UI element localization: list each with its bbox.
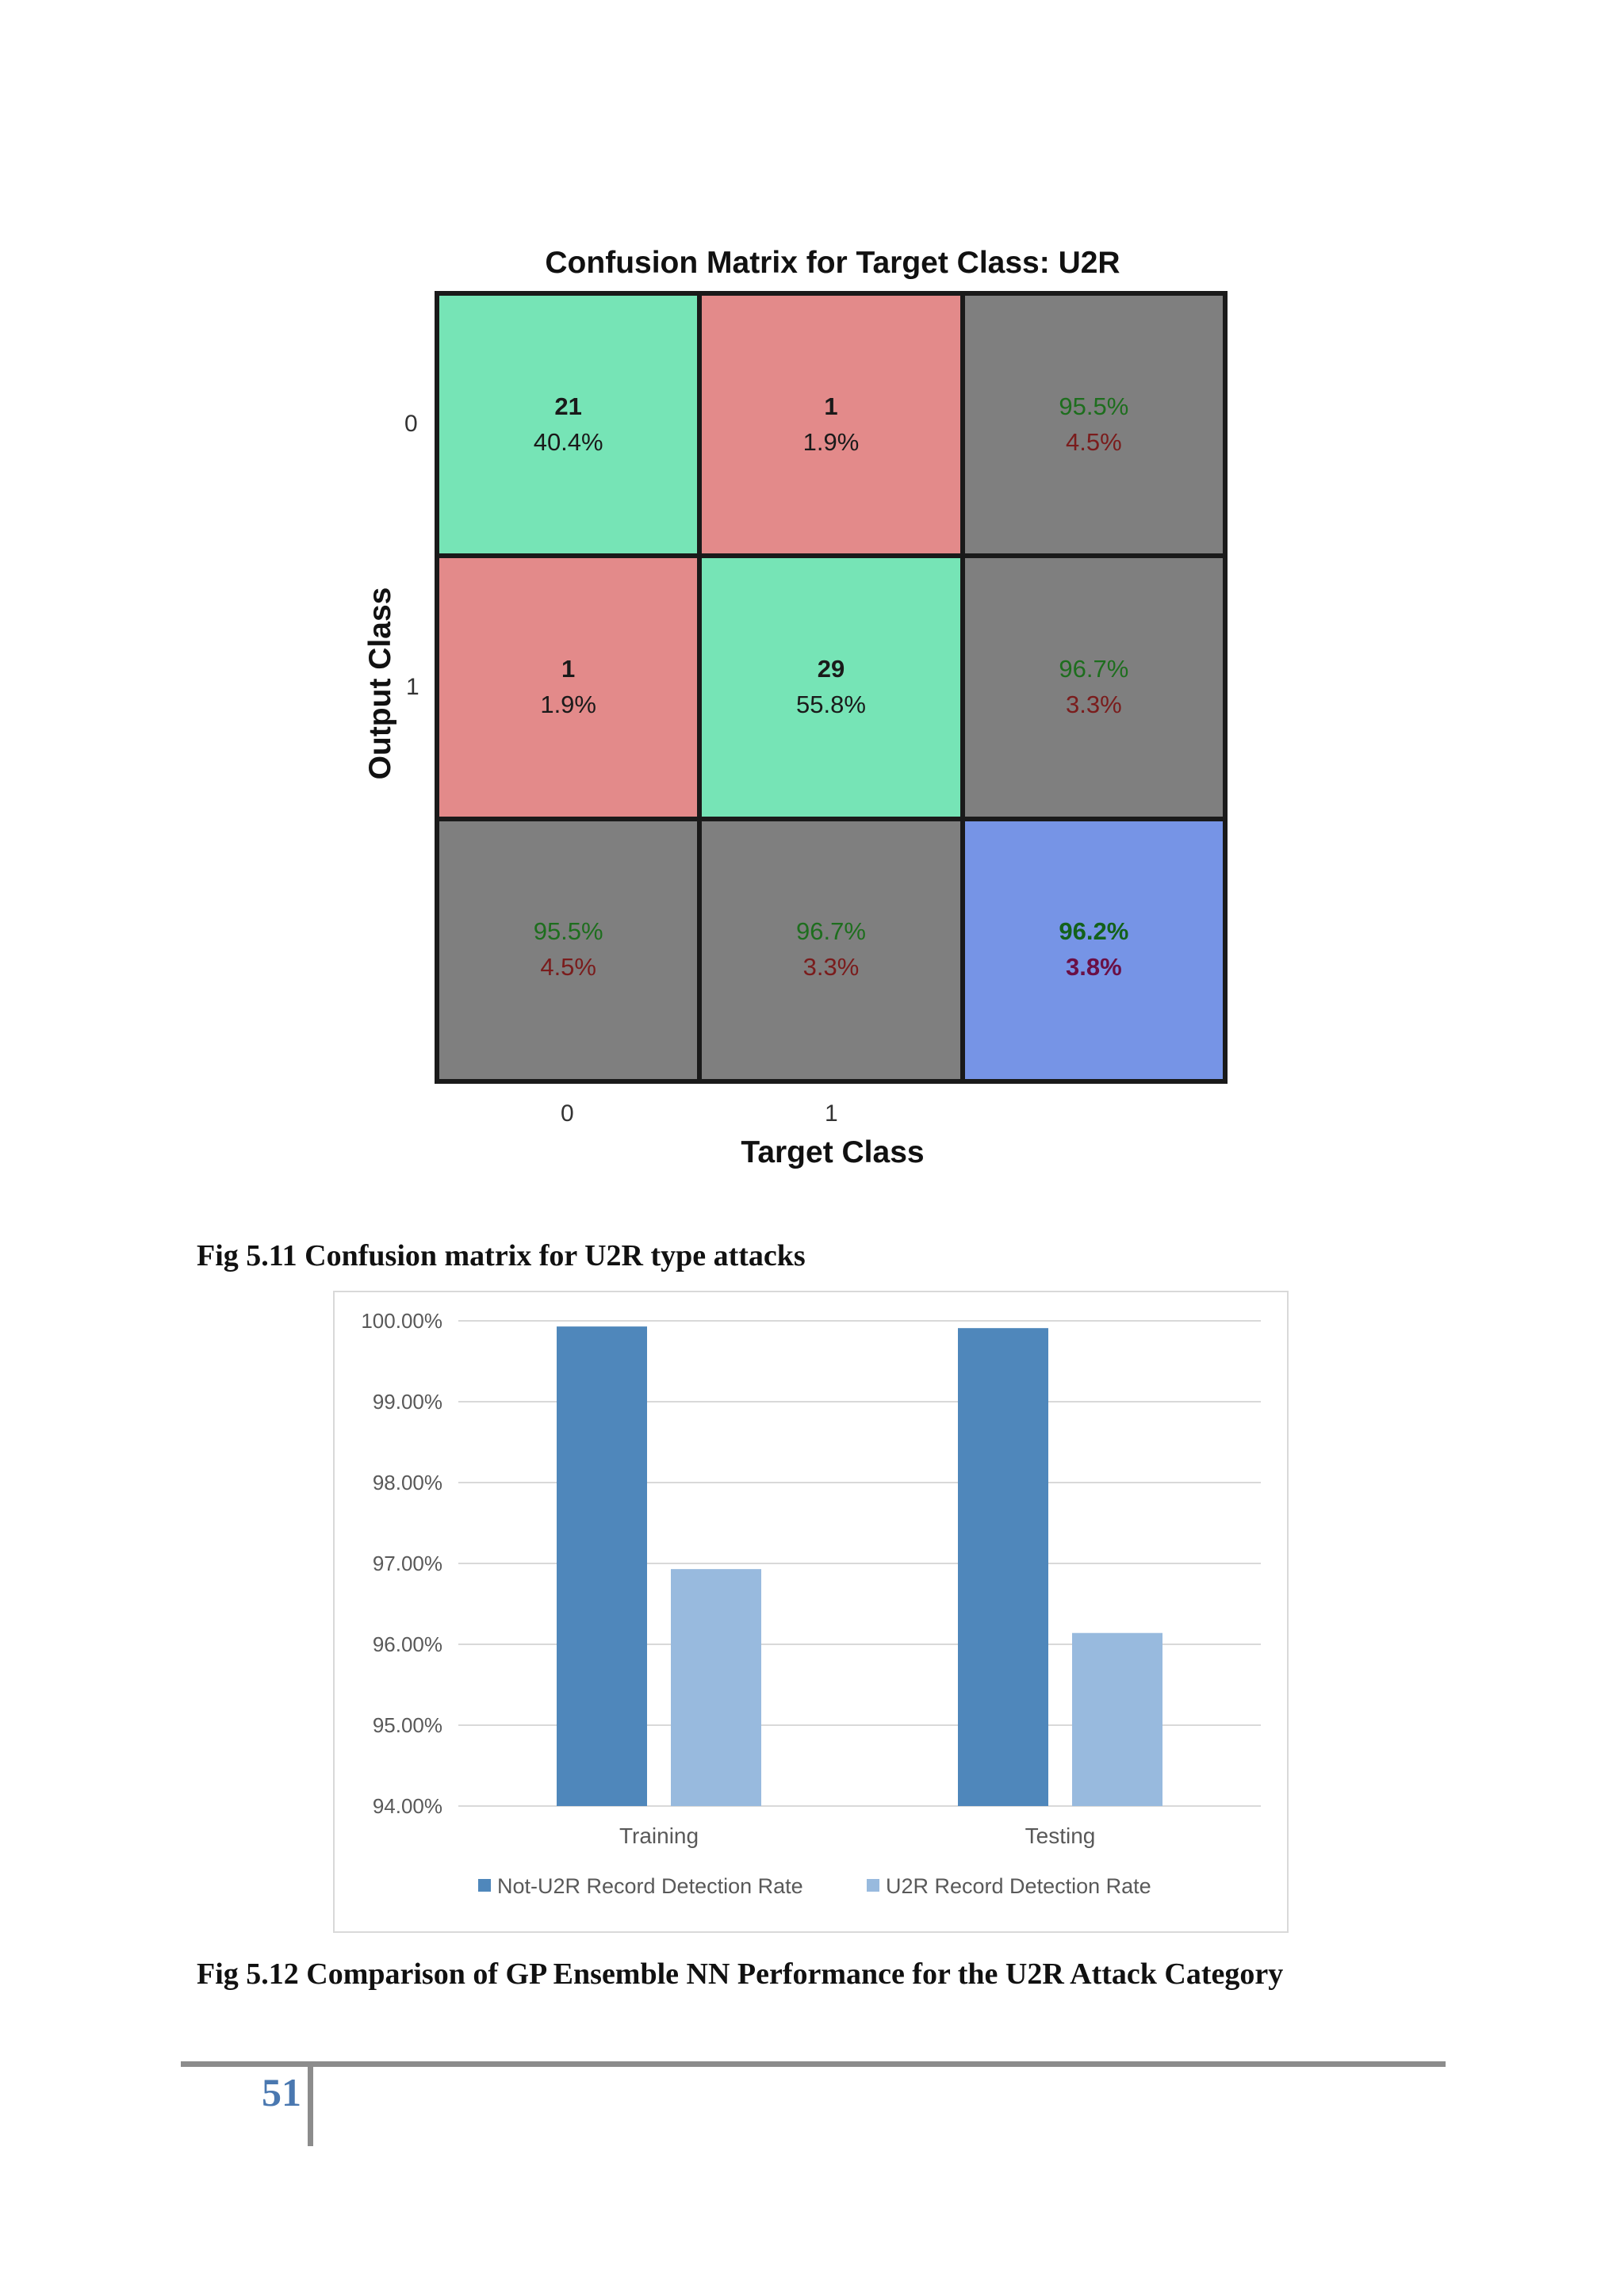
y-tick-label: 97.00% (373, 1552, 442, 1575)
bar-chart: 100.00% 99.00% 98.00% 97.00% 96.00% 95.00% 94.… (361, 1309, 1261, 1898)
legend-swatch (478, 1879, 491, 1892)
y-tick-label: 100.00% (361, 1309, 442, 1333)
y-tick-label: 95.00% (373, 1713, 442, 1737)
cm-overall-error: 3.8% (1065, 953, 1122, 982)
cm-y-tick-1: 1 (406, 674, 419, 700)
figure-caption-5-11: Fig 5.11 Confusion matrix for U2R type a… (197, 1239, 806, 1272)
x-tick-label: Training (619, 1823, 699, 1848)
y-tick-label: 96.00% (373, 1632, 442, 1656)
cm-col-summary-0: 95.5% 4.5% (437, 818, 700, 1081)
bar-not-u2r-testing (958, 1328, 1048, 1806)
bar-not-u2r-training (557, 1326, 647, 1806)
y-tick-label: 99.00% (373, 1390, 442, 1414)
cm-summary-error: 3.3% (802, 953, 860, 982)
legend-label: U2R Record Detection Rate (886, 1874, 1151, 1898)
cm-cell-1-1: 29 55.8% (699, 556, 963, 819)
cm-summary-error: 3.3% (1065, 690, 1122, 718)
cm-cell-1-0: 1 1.9% (437, 556, 700, 819)
cm-overall-accuracy: 96.2% 3.8% (962, 818, 1225, 1081)
confusion-matrix-grid: 21 40.4% 1 1.9% 95.5% 4.5% 1 1.9% 29 55.… (435, 291, 1228, 1084)
x-tick-label: Testing (1025, 1823, 1096, 1848)
cm-cell-percent: 55.8% (796, 690, 866, 718)
page-number: 51 (262, 2070, 301, 2114)
cm-x-tick-0: 0 (561, 1100, 574, 1127)
confusion-matrix-title: Confusion Matrix for Target Class: U2R (545, 246, 1120, 280)
bar-u2r-testing (1072, 1632, 1162, 1806)
legend-label: Not-U2R Record Detection Rate (497, 1874, 803, 1898)
bar-chart-frame (333, 1291, 1289, 1933)
cm-summary-correct: 95.5% (533, 917, 603, 946)
cm-x-axis-label: Target Class (741, 1135, 925, 1169)
cm-cell-count: 21 (554, 392, 582, 420)
cm-col-summary-1: 96.7% 3.3% (699, 818, 963, 1081)
cm-summary-error: 4.5% (540, 953, 596, 982)
footer-rule (181, 2061, 1446, 2067)
cm-cell-percent: 40.4% (533, 427, 603, 456)
figure-caption-5-12: Fig 5.12 Comparison of GP Ensemble NN Pe… (197, 1957, 1284, 1991)
cm-cell-count: 1 (824, 392, 838, 420)
cm-cell-count: 29 (817, 655, 845, 683)
cm-cell-percent: 1.9% (540, 690, 596, 718)
cm-summary-correct: 96.7% (1059, 655, 1129, 683)
legend-swatch (867, 1879, 879, 1892)
cm-summary-correct: 95.5% (1059, 392, 1129, 420)
bar-u2r-training (671, 1569, 761, 1806)
cm-y-tick-0: 0 (404, 411, 418, 437)
cm-cell-0-1: 1 1.9% (699, 293, 963, 557)
cm-cell-percent: 1.9% (802, 427, 860, 456)
footer-divider (308, 2067, 313, 2146)
cm-summary-error: 4.5% (1065, 427, 1122, 456)
cm-summary-correct: 96.7% (796, 917, 866, 946)
cm-row-summary-0: 95.5% 4.5% (962, 293, 1225, 557)
y-tick-label: 98.00% (373, 1471, 442, 1494)
cm-overall-correct: 96.2% (1059, 917, 1129, 946)
cm-row-summary-1: 96.7% 3.3% (962, 556, 1225, 819)
cm-cell-count: 1 (561, 655, 576, 683)
cm-y-axis-label: Output Class (363, 587, 397, 780)
cm-cell-0-0: 21 40.4% (437, 293, 700, 557)
cm-x-tick-1: 1 (825, 1100, 838, 1127)
y-tick-label: 94.00% (373, 1794, 442, 1818)
